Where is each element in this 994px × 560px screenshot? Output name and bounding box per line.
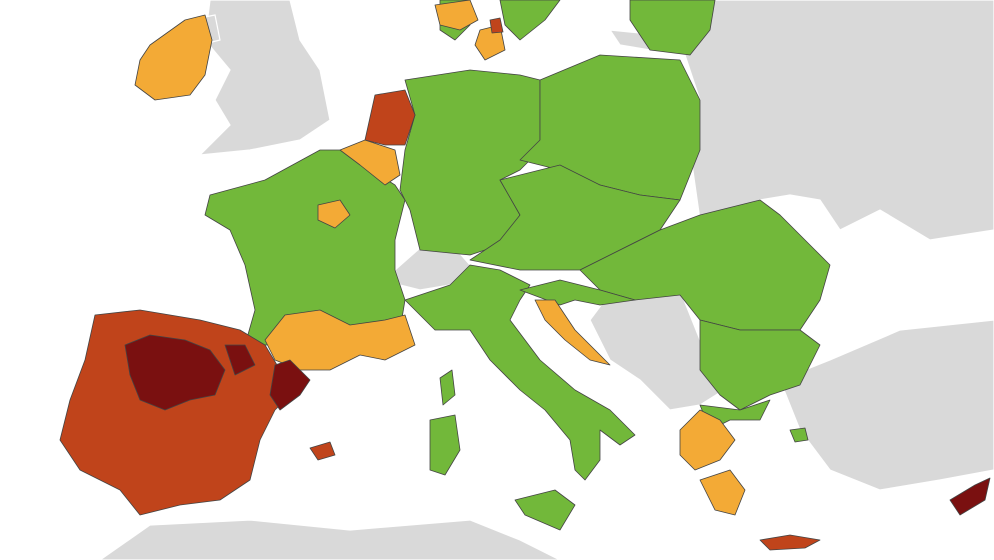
netherlands (364, 89, 416, 146)
hungary-romania (579, 199, 831, 331)
baltics (629, 0, 716, 56)
denmark (434, 0, 479, 31)
sweden-south (499, 0, 561, 41)
croatia-coast (534, 299, 611, 366)
spain-centre (124, 334, 226, 411)
slovenia-croatia-north (519, 279, 636, 306)
ireland (134, 14, 213, 101)
navarre (224, 344, 256, 376)
catalonia (269, 359, 311, 411)
non-eu-land (98, 0, 994, 560)
peloponnese (699, 469, 746, 516)
greece-west (679, 409, 736, 471)
eu-green-regions (204, 0, 831, 531)
turkey (779, 319, 994, 491)
eu-dark-red-regions (124, 334, 991, 516)
denmark-red (489, 17, 504, 34)
eu-orange-regions (134, 0, 746, 516)
italy (404, 264, 636, 481)
crete-area-islands (789, 427, 809, 443)
france-centre (317, 199, 351, 229)
crete (759, 534, 821, 551)
north-africa (98, 519, 561, 560)
sardinia (429, 414, 461, 476)
cyprus (949, 477, 991, 516)
eastern-europe (679, 0, 994, 241)
sicily (514, 489, 576, 531)
balearics (309, 441, 336, 461)
bulgaria (699, 319, 821, 411)
corsica (439, 369, 456, 406)
great-britain (198, 0, 331, 156)
